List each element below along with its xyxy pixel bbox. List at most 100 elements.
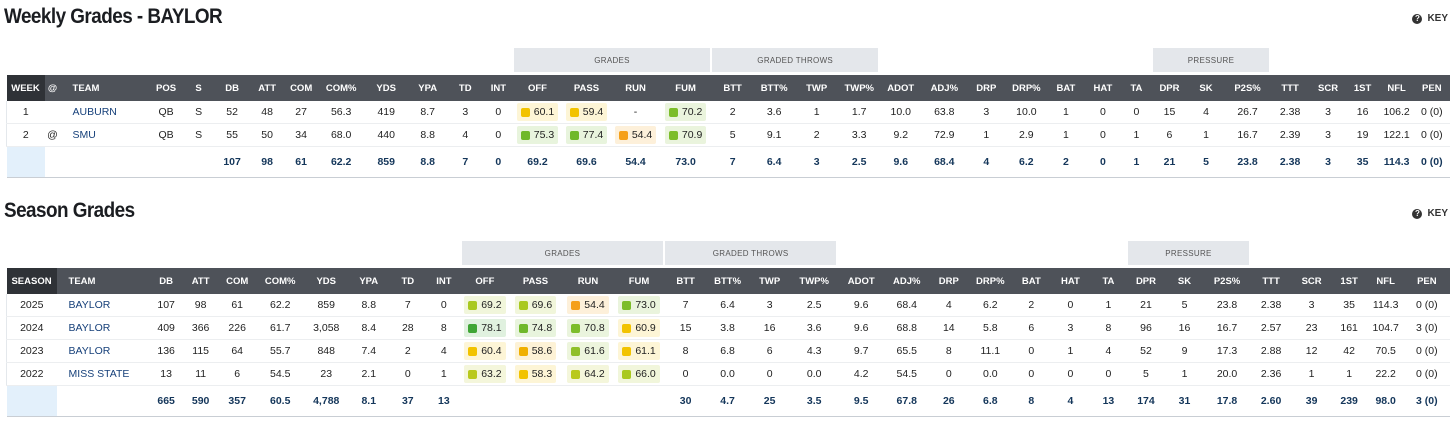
grade-swatch: [468, 323, 478, 333]
cell: 0: [928, 362, 970, 386]
cell: 11.1: [969, 339, 1012, 363]
cell: 1: [794, 101, 840, 124]
cell: SMU: [60, 123, 149, 147]
cell: 8.7: [408, 101, 447, 124]
cell: 55.7: [256, 339, 304, 363]
cell: 2025: [5, 294, 57, 317]
column-header: YPA: [348, 268, 389, 294]
grade-badge: 70.9: [664, 126, 707, 144]
key-button[interactable]: ? KEY: [1412, 13, 1448, 24]
total-cell: 114.3: [1379, 146, 1414, 178]
group-header: PRESSURE: [1151, 48, 1271, 72]
grade-cell: 60.4: [460, 339, 509, 363]
grade-swatch: [571, 346, 581, 356]
total-cell: 39: [1292, 385, 1331, 417]
cell: 1: [966, 123, 1007, 147]
cell: 70.5: [1367, 339, 1404, 363]
cell: S: [183, 123, 214, 147]
grade-swatch: [518, 300, 528, 310]
grade-cell: 77.4: [561, 123, 612, 147]
grade-value: 61.1: [635, 345, 656, 357]
cell: 4: [928, 294, 970, 317]
cell: 0.0: [969, 362, 1012, 386]
cell: 2.57: [1249, 316, 1293, 340]
column-header: FUM: [660, 75, 712, 101]
grade-swatch: [622, 369, 632, 379]
group-spacer: [7, 48, 513, 72]
empty-cell: [6, 385, 57, 417]
cell: 4: [1186, 101, 1226, 124]
grade-value: 60.1: [533, 106, 555, 118]
grade-swatch: [520, 107, 530, 117]
grade-cell: 74.8: [508, 316, 562, 340]
grade-badge: 78.1: [464, 319, 506, 337]
data-row: 2 @ SMU QB S 55 50 34 68.0 440 8.8 4 0 75.3 77.4 54.4 70…: [5, 123, 1450, 147]
cell: 9: [1164, 339, 1205, 363]
cell: 64: [217, 339, 257, 363]
cell: 56.3: [318, 101, 364, 124]
empty-cell: [148, 146, 184, 178]
cell: 1: [1164, 362, 1205, 386]
cell: 8: [664, 339, 708, 363]
empty-cell: [614, 385, 665, 417]
total-cell: 7: [711, 146, 755, 178]
cell: 23.8: [1204, 294, 1250, 317]
column-header: TA: [1089, 268, 1128, 294]
grade-cell: 69.6: [508, 294, 562, 317]
grade-value: 66.0: [635, 368, 656, 380]
column-header: SCR: [1310, 75, 1346, 101]
column-header: ATT: [183, 268, 218, 294]
grade-value: 59.4: [582, 106, 604, 118]
grade-value: 64.2: [584, 368, 605, 380]
cell: 16: [748, 316, 792, 340]
column-header: TTT: [1269, 75, 1311, 101]
total-cell: 4: [1051, 385, 1090, 417]
cell: 1: [1046, 101, 1086, 124]
cell: 61: [217, 294, 257, 317]
cell: 4: [426, 339, 461, 363]
grade-badge: 70.2: [664, 103, 707, 121]
cell: 5.8: [969, 316, 1012, 340]
total-cell: 357: [217, 385, 257, 417]
key-button[interactable]: ? KEY: [1412, 208, 1448, 219]
cell: QB: [148, 101, 184, 124]
cell: 72.9: [922, 123, 967, 147]
cell: 0 (0): [1403, 294, 1450, 317]
cell: 0: [1011, 339, 1052, 363]
cell: 0: [1120, 101, 1153, 124]
grade-value: 69.2: [481, 299, 502, 311]
column-header: ATT: [250, 75, 284, 101]
grade-badge: 73.0: [618, 296, 660, 314]
grade-cell: 54.4: [611, 123, 661, 147]
grade-swatch: [622, 323, 632, 333]
cell: 55: [213, 123, 251, 147]
cell: 1: [1120, 123, 1153, 147]
total-cell: 8.8: [408, 146, 447, 178]
cell: S: [183, 101, 214, 124]
group-spacer: [1250, 241, 1450, 265]
cell: 1: [5, 101, 45, 124]
total-cell: 0 (0): [1413, 146, 1450, 178]
column-header: HAT: [1085, 75, 1121, 101]
grade-cell: 61.6: [561, 339, 614, 363]
cell: 0: [426, 294, 461, 317]
column-header: COM%: [256, 268, 304, 294]
total-cell: 23.8: [1225, 146, 1270, 178]
cell: 1: [1046, 123, 1086, 147]
cell: 34: [283, 123, 319, 147]
total-cell: 54.4: [611, 146, 661, 178]
cell: 8: [928, 339, 970, 363]
grade-badge: 60.1: [516, 103, 559, 121]
total-cell: 6.8: [969, 385, 1012, 417]
cell: 2: [711, 101, 755, 124]
cell: 2: [388, 339, 427, 363]
column-header: TTT: [1249, 268, 1293, 294]
total-cell: 2.60: [1249, 385, 1293, 417]
total-cell: 4,788: [303, 385, 349, 417]
column-header: DRP: [966, 75, 1007, 101]
cell: 54.5: [256, 362, 304, 386]
cell: 11: [183, 362, 218, 386]
totals-row: 665 590 357 60.5 4,788 8.1 37 13 30 4.7 25 3.5 9.5 67…: [6, 385, 1450, 417]
cell: 6.4: [707, 294, 749, 317]
grade-swatch: [569, 107, 579, 117]
